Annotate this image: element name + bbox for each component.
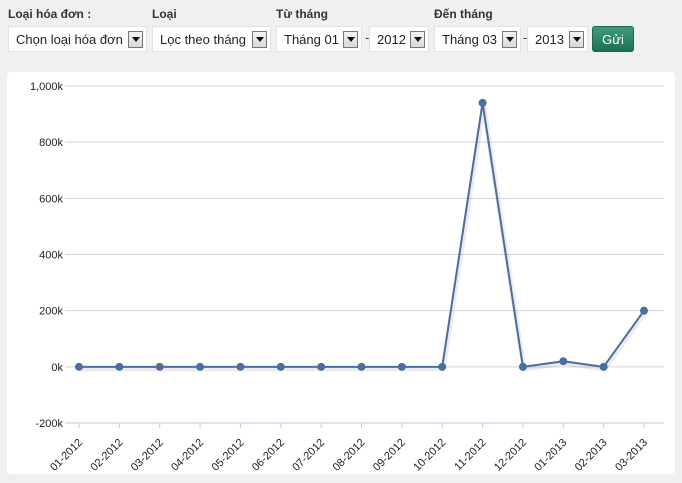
data-point xyxy=(438,362,447,371)
data-point xyxy=(236,362,245,371)
from-month-value: Tháng 01 xyxy=(284,31,339,47)
x-tick-label: 03-2012 xyxy=(129,437,166,474)
chevron-down-icon xyxy=(569,30,584,48)
x-tick-label: 05-2012 xyxy=(210,437,247,474)
data-point xyxy=(357,362,366,371)
to-month-select[interactable]: Tháng 03 xyxy=(434,26,521,52)
data-point xyxy=(276,362,285,371)
x-tick-label: 08-2012 xyxy=(331,437,368,474)
y-tick-label: 1,000k xyxy=(30,81,64,93)
y-tick-label: -200k xyxy=(35,418,63,430)
invoice-type-value: Chọn loại hóa đơn xyxy=(16,31,123,47)
data-point xyxy=(518,362,527,371)
x-tick-label: 02-2012 xyxy=(88,437,125,474)
x-tick-label: 01-2013 xyxy=(532,437,569,474)
chevron-down-icon xyxy=(410,30,425,48)
series-line-shadow xyxy=(80,104,648,372)
data-point xyxy=(599,362,608,371)
to-month-label: Đến tháng xyxy=(434,7,493,21)
to-year-select[interactable]: 2013 xyxy=(527,26,588,52)
data-point xyxy=(196,362,205,371)
x-tick-label: 02-2013 xyxy=(573,437,610,474)
invoice-type-select[interactable]: Chọn loại hóa đơn xyxy=(8,26,147,52)
x-tick-label: 09-2012 xyxy=(371,437,408,474)
type-select[interactable]: Lọc theo tháng xyxy=(152,26,271,52)
from-year-select[interactable]: 2012 xyxy=(369,26,429,52)
from-month-select[interactable]: Tháng 01 xyxy=(276,26,362,52)
submit-button[interactable]: Gửi xyxy=(592,26,634,52)
y-tick-label: 200k xyxy=(39,306,63,318)
y-tick-label: 400k xyxy=(39,250,63,262)
chart-panel: -200k 0k 200k 400k 600k 800k 1,000k 01-2012 02-2… xyxy=(7,72,675,474)
data-point xyxy=(397,362,406,371)
x-tick-label: 03-2013 xyxy=(613,437,650,474)
data-point xyxy=(478,98,487,107)
x-tick-label: 10-2012 xyxy=(411,437,448,474)
x-tick-label: 04-2012 xyxy=(169,437,206,474)
chevron-down-icon xyxy=(128,30,143,48)
x-tick-label: 11-2012 xyxy=(452,437,488,473)
from-year-value: 2012 xyxy=(377,31,406,47)
y-tick-label: 0k xyxy=(51,362,63,374)
data-point xyxy=(115,362,124,371)
data-point xyxy=(559,357,568,366)
data-point xyxy=(317,362,326,371)
x-tick-label: 07-2012 xyxy=(290,437,327,474)
from-separator: - xyxy=(365,30,370,45)
y-tick-label: 800k xyxy=(39,137,63,149)
chevron-down-icon xyxy=(502,30,517,48)
to-month-value: Tháng 03 xyxy=(442,31,497,47)
type-value: Lọc theo tháng xyxy=(160,31,247,47)
data-point xyxy=(75,362,83,371)
to-separator: - xyxy=(523,30,528,45)
x-tick-label: 12-2012 xyxy=(492,437,529,474)
x-tick-label: 06-2012 xyxy=(250,437,287,474)
x-tick-label: 01-2012 xyxy=(48,437,85,474)
invoice-type-label: Loại hóa đơn : xyxy=(8,7,92,21)
y-tick-label: 600k xyxy=(39,193,63,205)
chevron-down-icon xyxy=(252,30,267,48)
data-point xyxy=(155,362,164,371)
to-year-value: 2013 xyxy=(535,31,564,47)
type-label: Loại xyxy=(152,7,177,21)
chevron-down-icon xyxy=(343,30,358,48)
from-month-label: Từ tháng xyxy=(276,7,329,21)
data-point xyxy=(640,306,648,315)
